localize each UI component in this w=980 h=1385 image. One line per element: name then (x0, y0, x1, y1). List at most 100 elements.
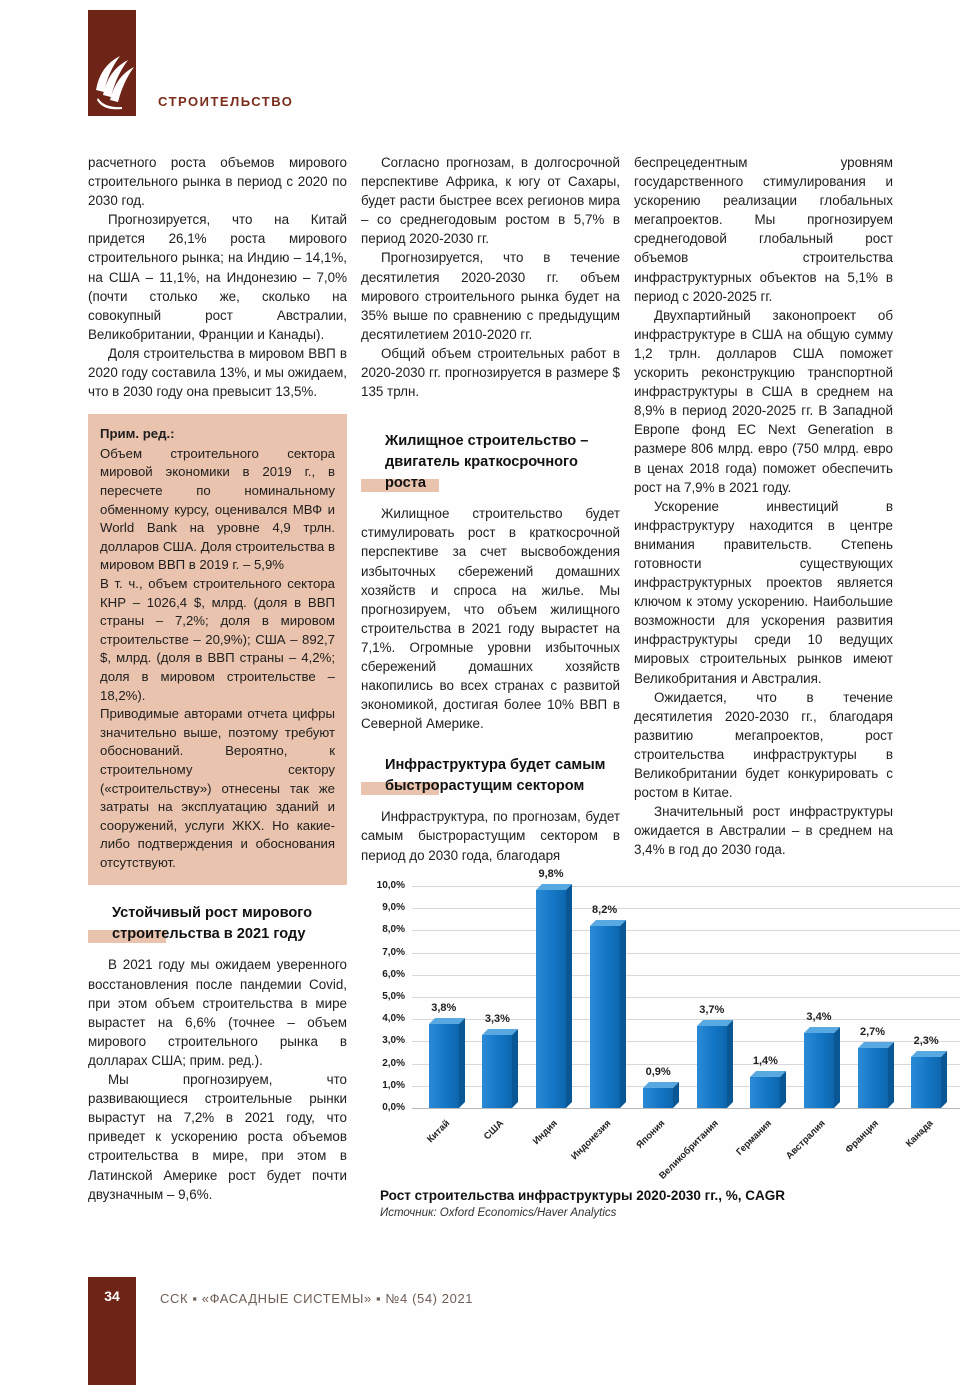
bar-США: 3,3% (482, 1013, 513, 1108)
heading-highlight-mark (361, 782, 439, 796)
bar-value-label: 3,3% (484, 1012, 510, 1025)
paragraph: беспрецедентным уровням государственного… (634, 155, 893, 304)
gridline (412, 1019, 960, 1021)
gridline (412, 1041, 960, 1043)
bar-Индонезия: 8,2% (589, 904, 620, 1108)
bar-Канада: 2,3% (911, 1035, 942, 1108)
y-axis-tick-label: 4,0% (382, 1013, 405, 1025)
column-2: Согласно прогнозам, в долгосрочной персп… (361, 153, 620, 865)
page-number-box: 34 (88, 1277, 136, 1385)
bar-slot: 8,2% Индонезия (569, 886, 633, 1162)
heading-highlight-mark (88, 930, 166, 944)
chart-plot: 10,0% 9,0% 8,0% 7,0% 6,0% 5,0% 4,0% 3,0% 2,0% 1,0… (377, 868, 960, 1182)
gridline (412, 1063, 960, 1065)
x-axis-category-label: Австралия (783, 1118, 828, 1162)
col2-housing-paragraphs: Жилищное строительство будет стимулирова… (361, 504, 620, 733)
section-label: СТРОИТЕЛЬСТВО (158, 94, 294, 109)
heading-steady-growth: Устойчивый рост мирового строительства в… (88, 903, 347, 945)
bar-value-label: 1,4% (752, 1054, 778, 1067)
page-number: 34 (104, 1288, 120, 1304)
paragraph: Мы прогнозируем, что развивающиеся строи… (88, 1072, 347, 1202)
paragraph: Ожидается, что в течение десятилетия 202… (634, 689, 893, 801)
gridline (412, 997, 960, 998)
gridline (412, 1085, 960, 1087)
x-axis-category-label: США (481, 1118, 507, 1143)
x-axis-category-label: Канада (903, 1118, 935, 1150)
heading-infrastructure: Инфраструктура будет самым быстрорастущи… (361, 755, 620, 797)
bar-value-label: 3,7% (699, 1003, 725, 1016)
paragraph: Прогнозируется, что в течение десятилети… (361, 250, 620, 342)
y-axis-tick-label: 8,0% (382, 924, 405, 936)
col1-intro-paragraphs: расчетного роста объемов мирового строит… (88, 153, 347, 401)
heading-housing: Жилищное строительство – двигатель кратк… (361, 431, 620, 494)
x-axis-category-label: Германия (734, 1118, 775, 1158)
bar-Франция: 2,7% (857, 1026, 888, 1108)
bar-slot: 2,7% Франция (844, 886, 901, 1156)
y-axis-tick-label: 10,0% (376, 880, 405, 891)
column-3: беспрецедентным уровням государственного… (634, 153, 893, 859)
gridline (412, 908, 960, 910)
y-axis-tick-label: 2,0% (382, 1057, 405, 1069)
paragraph: Значительный рост инфраструктуры ожидает… (634, 804, 893, 858)
chart-bars: 3,8% Китай 3,3% США 9,8% Индия 8,2% Индонезия 0,… (418, 868, 954, 1182)
bar-value-label: 3,8% (431, 1001, 457, 1014)
paragraph: Инфраструктура, по прогнозам, будет самы… (361, 809, 620, 863)
bar-slot: 3,3% США (472, 886, 526, 1142)
y-axis-tick-label: 6,0% (382, 968, 405, 980)
bar-Китай: 3,8% (428, 1002, 459, 1108)
bar-value-label: 9,8% (538, 868, 564, 881)
bar-slot: 3,7% Великобритания (657, 886, 740, 1182)
x-axis-category-label: Великобритания (656, 1118, 721, 1182)
col2-forecast-paragraphs: Согласно прогнозам, в долгосрочной персп… (361, 153, 620, 401)
editor-note-title: Прим. ред.: (100, 426, 175, 442)
magazine-logo (88, 10, 136, 116)
paragraph: Объем строительного сектора мировой экон… (100, 445, 335, 573)
bar-slot: 0,9% Япония (632, 886, 686, 1151)
paragraph: В 2021 году мы ожидаем уверенного восста… (88, 957, 347, 1068)
paragraph: В т. ч., объем строительного сектора КНР… (100, 575, 335, 703)
logo-swoosh-icon (96, 56, 134, 110)
col3-paragraphs: беспрецедентным уровням государственного… (634, 153, 893, 859)
paragraph: Согласно прогнозам, в долгосрочной персп… (361, 155, 620, 247)
gridline (412, 974, 960, 976)
bar-slot: 3,8% Китай (418, 886, 472, 1145)
chart-source: Источник: Oxford Economics/Haver Analyti… (380, 1207, 617, 1219)
heading-highlight-mark (361, 479, 439, 493)
footer-text: ССК ▪ «ФАСАДНЫЕ СИСТЕМЫ» ▪ №4 (54) 2021 (160, 1291, 474, 1306)
gridline (412, 886, 960, 887)
x-axis-category-label: Индия (530, 1118, 560, 1147)
editor-note-box: Прим. ред.: Объем строительного сектора … (88, 414, 347, 886)
y-axis-tick-label: 1,0% (382, 1079, 405, 1091)
x-axis-category-label: Китай (425, 1118, 453, 1146)
gridline (412, 1108, 960, 1109)
bar-Япония: 0,9% (643, 1066, 674, 1108)
col1-growth-paragraphs: В 2021 году мы ожидаем уверенного восста… (88, 955, 347, 1203)
paragraph: Двухпартийный законопроект об инфраструк… (634, 307, 893, 495)
bar-Австралия: 3,4% (803, 1011, 834, 1108)
bar-slot: 9,8% Индия (525, 868, 579, 1147)
bar-Великобритания: 3,7% (696, 1004, 727, 1108)
bar-value-label: 8,2% (592, 903, 618, 916)
y-axis-tick-label: 5,0% (382, 991, 405, 1002)
y-axis-tick-label: 9,0% (382, 902, 405, 914)
bar-value-label: 3,4% (806, 1010, 832, 1023)
chart-title: Рост строительства инфраструктуры 2020-2… (380, 1188, 785, 1203)
paragraph: Жилищное строительство будет стимулирова… (361, 506, 620, 732)
x-axis-category-label: Индонезия (569, 1118, 614, 1163)
gridline (412, 930, 960, 932)
bar-Германия: 1,4% (750, 1055, 781, 1108)
editor-note-paragraphs: Объем строительного сектора мировой экон… (100, 445, 335, 873)
x-axis-category-label: Франция (843, 1118, 882, 1156)
bar-slot: 3,4% Австралия (784, 886, 847, 1162)
paragraph: Ускорение инвестиций в инфраструктуру на… (634, 498, 893, 686)
infrastructure-growth-chart: 10,0% 9,0% 8,0% 7,0% 6,0% 5,0% 4,0% 3,0% 2,0% 1,0… (370, 868, 966, 1219)
gridline (412, 952, 960, 954)
paragraph: расчетного роста объемов мирового строит… (88, 155, 347, 209)
y-axis-tick-label: 3,0% (382, 1035, 405, 1047)
bar-Индия: 9,8% (535, 868, 566, 1108)
x-axis-category-label: Япония (634, 1118, 667, 1151)
paragraph: Приводимые авторами отчета цифры значите… (100, 706, 335, 870)
paragraph: Общий объем строительных работ в 2020-20… (361, 345, 620, 400)
col2-infrastructure-paragraphs: Инфраструктура, по прогнозам, будет самы… (361, 807, 620, 864)
column-1: расчетного роста объемов мирового строит… (88, 153, 347, 1204)
